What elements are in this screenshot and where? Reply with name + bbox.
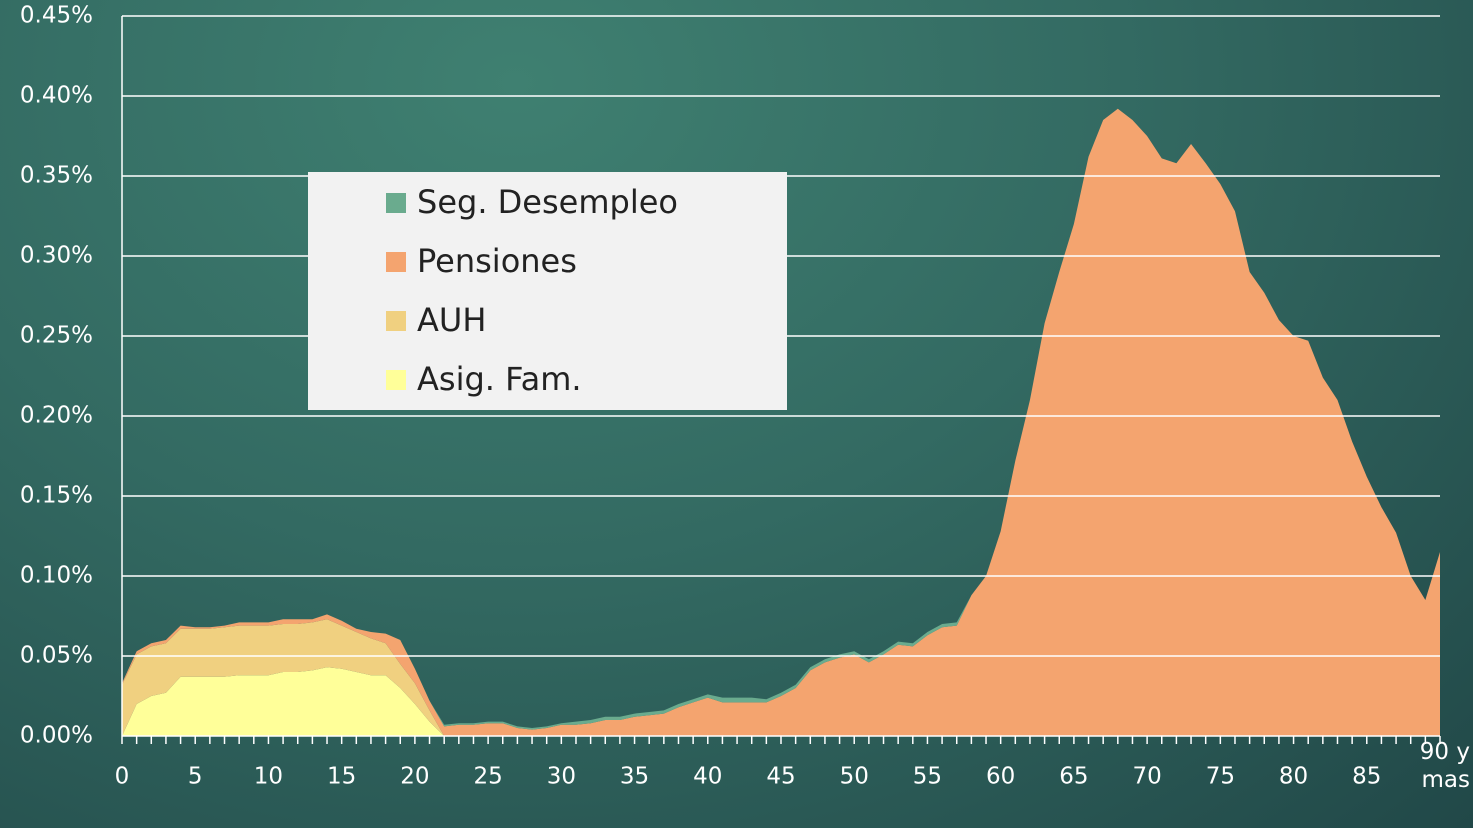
x-tick-label: 65: [1059, 764, 1088, 790]
x-tick-label: 15: [327, 764, 356, 790]
legend-swatch: [386, 193, 406, 213]
x-tick-label: 45: [766, 764, 795, 790]
legend-swatch: [386, 252, 406, 272]
x-tick-label: 25: [473, 764, 502, 790]
y-tick-label: 0.30%: [20, 243, 93, 269]
x-tick-label: 30: [547, 764, 576, 790]
legend-label: AUH: [417, 301, 486, 339]
x-tick-label: 60: [986, 764, 1015, 790]
y-tick-label: 0.00%: [20, 723, 93, 749]
x-tick-label: 35: [620, 764, 649, 790]
y-tick-label: 0.45%: [20, 3, 93, 29]
y-tick-label: 0.15%: [20, 483, 93, 509]
x-tick-label: 0: [115, 764, 130, 790]
x-tick-label: 10: [254, 764, 283, 790]
y-tick-label: 0.25%: [20, 323, 93, 349]
legend-swatch: [386, 311, 406, 331]
x-tick-label: 40: [693, 764, 722, 790]
area: [122, 619, 1440, 736]
y-tick-label: 0.35%: [20, 163, 93, 189]
x-tick-label: 80: [1279, 764, 1308, 790]
x-tick-label: 20: [400, 764, 429, 790]
y-tick-label: 0.10%: [20, 563, 93, 589]
y-tick-label: 0.05%: [20, 643, 93, 669]
x-tick-label: 75: [1206, 764, 1235, 790]
legend-label: Seg. Desempleo: [417, 183, 678, 221]
area: [122, 667, 1440, 736]
area: [122, 108, 1440, 737]
legend: Seg. Desempleo Pensiones AUH Asig. Fam.: [308, 172, 787, 410]
legend-swatch: [386, 370, 406, 390]
x-tick-label: 85: [1352, 764, 1381, 790]
x-tick-label: 50: [840, 764, 869, 790]
legend-label: Asig. Fam.: [417, 360, 582, 398]
x-tick-label: 70: [1132, 764, 1161, 790]
x-tick-label: 55: [913, 764, 942, 790]
y-tick-label: 0.20%: [20, 403, 93, 429]
x-tick-label: 90 y mas: [1419, 739, 1470, 793]
y-tick-label: 0.40%: [20, 83, 93, 109]
x-tick-label: 5: [188, 764, 203, 790]
legend-label: Pensiones: [417, 242, 577, 280]
